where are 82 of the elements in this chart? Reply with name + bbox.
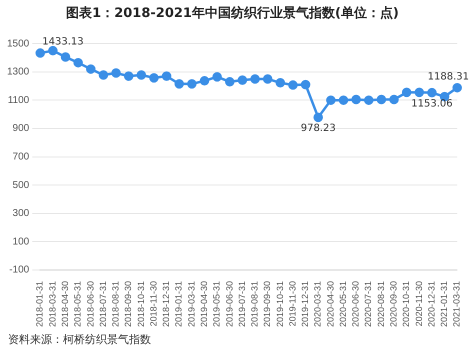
x-tick-label: 2018-11-30: [148, 280, 158, 326]
point: [452, 82, 462, 92]
point: [187, 79, 197, 89]
y-tick-label: -100: [9, 264, 30, 276]
point: [300, 80, 310, 90]
point: [136, 70, 146, 80]
point: [98, 70, 108, 80]
y-tick-label: 500: [12, 180, 30, 191]
x-tick-label: 2019-08-31: [250, 280, 260, 328]
x-tick-label: 2021-03-31: [452, 280, 462, 328]
point: [427, 88, 437, 98]
point: [376, 94, 386, 104]
x-tick-label: 2020-06-30: [350, 280, 361, 328]
point: [149, 73, 159, 83]
point: [313, 112, 323, 122]
data-label: 978.23: [300, 123, 336, 134]
x-tick-label: 2018-08-31: [110, 280, 121, 328]
point: [124, 71, 134, 81]
y-tick-label: 1500: [6, 38, 30, 50]
x-tick-label: 2020-09-30: [388, 280, 399, 328]
x-tick-label: 2020-08-31: [376, 280, 386, 328]
point: [73, 58, 83, 68]
x-tick-label: 2020-03-31: [312, 280, 323, 328]
x-tick-label: 2019-05-31: [212, 280, 222, 328]
point: [389, 94, 399, 104]
text: 资料来源：柯桥纺织景气指数: [7, 332, 152, 348]
x-tick-label: 2020-11-30: [414, 280, 424, 326]
x-tick-label: 2018-05-31: [72, 280, 83, 328]
y-tick-label: 900: [12, 123, 30, 134]
x-tick-label: 2018-10-31: [136, 280, 146, 328]
y-tick-label: 700: [12, 152, 30, 163]
point: [326, 95, 336, 105]
x-tick-label: 2018-09-30: [123, 280, 134, 328]
point: [60, 52, 70, 62]
point: [250, 74, 260, 84]
point: [162, 71, 172, 81]
x-tick-label: 2020-04-30: [325, 280, 336, 328]
point: [200, 76, 210, 86]
x-tick-label: 2018-06-30: [85, 280, 96, 328]
point: [338, 95, 348, 105]
x-tick-label: 2019-12-31: [300, 280, 310, 328]
point: [402, 88, 412, 98]
x-tick-label: 2019-03-31: [186, 280, 196, 328]
point: [276, 78, 286, 88]
point: [86, 64, 96, 74]
data-label: 1433.13: [42, 36, 84, 48]
x-tick-label: 2018-03-31: [47, 280, 58, 328]
x-tick-label: 2019-01-31: [174, 280, 184, 328]
point: [48, 46, 58, 56]
point: [414, 88, 424, 98]
x-tick-label: 2019-09-30: [262, 280, 272, 328]
point: [262, 74, 272, 84]
point: [225, 77, 235, 87]
x-tick-label: 2020-07-31: [363, 280, 374, 328]
point: [351, 94, 361, 104]
x-tick-label: 2018-04-30: [60, 280, 70, 328]
point: [288, 80, 298, 90]
x-tick-label: 2020-05-31: [338, 280, 348, 328]
point: [111, 68, 121, 78]
x-tick-label: 2018-07-31: [98, 280, 108, 328]
x-tick-label: 2019-04-30: [198, 280, 209, 328]
data-label: 1153.06: [411, 98, 453, 110]
point: [35, 48, 45, 58]
y-tick-label: 1100: [8, 94, 30, 106]
point: [174, 79, 184, 89]
x-tick-label: 2019-11-30: [287, 280, 298, 326]
point: [364, 95, 374, 105]
y-tick-label: 300: [12, 208, 30, 220]
x-tick-label: 2021-01-31: [439, 280, 450, 328]
x-tick-label: 2019-07-31: [236, 280, 247, 328]
point: [238, 75, 248, 85]
x-tick-label: 2019-06-30: [224, 280, 234, 328]
x-tick-label: 2019-10-31: [274, 280, 285, 328]
y-tick-label: 100: [12, 236, 30, 248]
x-tick-label: 2018-12-31: [161, 280, 172, 328]
point: [212, 72, 222, 82]
x-tick-label: 2020-12-31: [426, 280, 436, 328]
x-tick-label: 2020-10-31: [401, 280, 412, 328]
y-tick-label: 1300: [6, 66, 30, 78]
data-label: 1188.31: [428, 71, 470, 82]
x-tick-label: 2018-01-31: [34, 280, 45, 328]
chart-title: 图表1：2018-2021年中国纺织行业景气指数(单位：点): [66, 5, 399, 22]
